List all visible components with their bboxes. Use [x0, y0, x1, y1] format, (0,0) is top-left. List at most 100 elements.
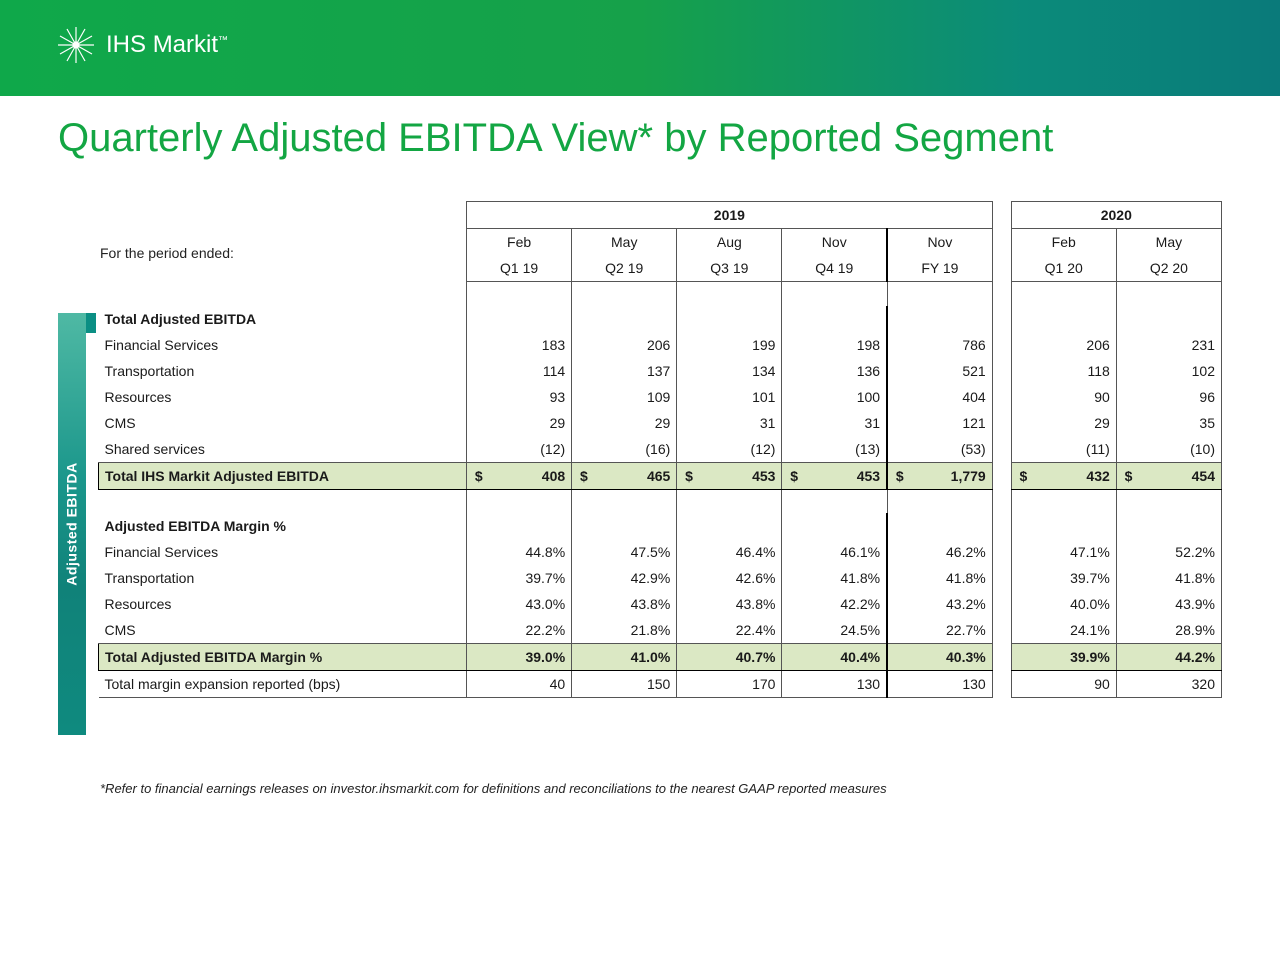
table-row: Resources 43.0% 43.8% 43.8% 42.2% 43.2% … — [99, 591, 1222, 617]
table-area: 2019 2020 Feb May Aug Nov Nov Feb May Q1… — [98, 201, 1222, 698]
blank-cell — [99, 255, 467, 282]
cell: 43.2% — [887, 591, 992, 617]
cell: 39.9% — [1011, 644, 1116, 671]
cell: 46.2% — [887, 539, 992, 565]
cell: (11) — [1011, 436, 1116, 463]
cell: 320 — [1116, 671, 1221, 698]
cell: $454 — [1116, 462, 1221, 489]
month-header: Feb — [467, 229, 572, 256]
cell: 101 — [677, 384, 782, 410]
page-title: Quarterly Adjusted EBITDA View* by Repor… — [58, 116, 1280, 161]
cell: 22.7% — [887, 617, 992, 644]
quarter-header: Q1 19 — [467, 255, 572, 282]
cell: (16) — [572, 436, 677, 463]
spacer-row — [99, 489, 1222, 513]
cell: 42.9% — [572, 565, 677, 591]
gap-cell — [992, 255, 1011, 282]
section-header-margin: Adjusted EBITDA Margin % — [99, 513, 1222, 539]
cell: 40.7% — [677, 644, 782, 671]
cell: 29 — [572, 410, 677, 436]
cell: 43.8% — [677, 591, 782, 617]
section-label: Adjusted EBITDA Margin % — [99, 513, 467, 539]
table-row: Transportation 39.7% 42.9% 42.6% 41.8% 4… — [99, 565, 1222, 591]
cell: 130 — [782, 671, 887, 698]
cell: 29 — [467, 410, 572, 436]
cell: 206 — [1011, 332, 1116, 358]
cell: 31 — [782, 410, 887, 436]
month-header: Nov — [782, 229, 887, 256]
cell: 39.7% — [467, 565, 572, 591]
row-label: Financial Services — [99, 332, 467, 358]
row-label: Financial Services — [99, 539, 467, 565]
cell: 47.1% — [1011, 539, 1116, 565]
row-label: Resources — [99, 591, 467, 617]
total-margin-row: Total Adjusted EBITDA Margin % 39.0% 41.… — [99, 644, 1222, 671]
cell: 114 — [467, 358, 572, 384]
cell: 41.8% — [782, 565, 887, 591]
footnote-text: *Refer to financial earnings releases on… — [100, 781, 887, 796]
row-label: Total Adjusted EBITDA Margin % — [99, 644, 467, 671]
sunburst-icon — [56, 25, 96, 65]
cell: 24.1% — [1011, 617, 1116, 644]
quarter-header: Q2 19 — [572, 255, 677, 282]
cell: $408 — [467, 462, 572, 489]
quarter-header: Q3 19 — [677, 255, 782, 282]
cell: 40.0% — [1011, 591, 1116, 617]
cell: 22.2% — [467, 617, 572, 644]
cell: (53) — [887, 436, 992, 463]
cell: (10) — [1116, 436, 1221, 463]
cell: 40 — [467, 671, 572, 698]
cell: 41.8% — [1116, 565, 1221, 591]
quarter-header: Q4 19 — [782, 255, 887, 282]
row-label: Transportation — [99, 565, 467, 591]
cell: 42.6% — [677, 565, 782, 591]
brand-ihs: IHS — [106, 31, 146, 58]
cell: 109 — [572, 384, 677, 410]
section-header-ebitda: Total Adjusted EBITDA — [99, 306, 1222, 332]
table-row: Shared services (12) (16) (12) (13) (53)… — [99, 436, 1222, 463]
cell: 137 — [572, 358, 677, 384]
cell: 90 — [1011, 384, 1116, 410]
cell: (13) — [782, 436, 887, 463]
cell: 90 — [1011, 671, 1116, 698]
cell: $465 — [572, 462, 677, 489]
cell: 39.0% — [467, 644, 572, 671]
gap-cell — [992, 202, 1011, 229]
row-label: Shared services — [99, 436, 467, 463]
cell: 41.8% — [887, 565, 992, 591]
cell: $453 — [677, 462, 782, 489]
side-tab: Adjusted EBITDA — [58, 313, 86, 735]
side-accent — [86, 313, 96, 333]
cell: 42.2% — [782, 591, 887, 617]
cell: 786 — [887, 332, 992, 358]
row-label: Transportation — [99, 358, 467, 384]
cell: 121 — [887, 410, 992, 436]
row-label: Total IHS Markit Adjusted EBITDA — [99, 462, 467, 489]
cell: 28.9% — [1116, 617, 1221, 644]
cell: 44.8% — [467, 539, 572, 565]
cell: 130 — [887, 671, 992, 698]
cell: 93 — [467, 384, 572, 410]
cell: 22.4% — [677, 617, 782, 644]
cell: 24.5% — [782, 617, 887, 644]
row-label: CMS — [99, 410, 467, 436]
cell: 46.4% — [677, 539, 782, 565]
gap-cell — [992, 229, 1011, 256]
cell: 43.0% — [467, 591, 572, 617]
brand-text: IHS Markit™ — [106, 31, 228, 59]
cell: 43.8% — [572, 591, 677, 617]
side-tab-text: Adjusted EBITDA — [64, 462, 80, 585]
cell: 206 — [572, 332, 677, 358]
spacer-row — [99, 282, 1222, 306]
top-banner: IHS Markit™ — [0, 0, 1280, 90]
cell: 231 — [1116, 332, 1221, 358]
cell: 46.1% — [782, 539, 887, 565]
cell: 21.8% — [572, 617, 677, 644]
brand-markit: Markit — [153, 31, 218, 58]
cell: 31 — [677, 410, 782, 436]
cell: 96 — [1116, 384, 1221, 410]
brand-logo: IHS Markit™ — [56, 25, 228, 65]
table-row: Transportation 114 137 134 136 521 118 1… — [99, 358, 1222, 384]
quarter-header: Q1 20 — [1011, 255, 1116, 282]
quarter-header: Q2 20 — [1116, 255, 1221, 282]
